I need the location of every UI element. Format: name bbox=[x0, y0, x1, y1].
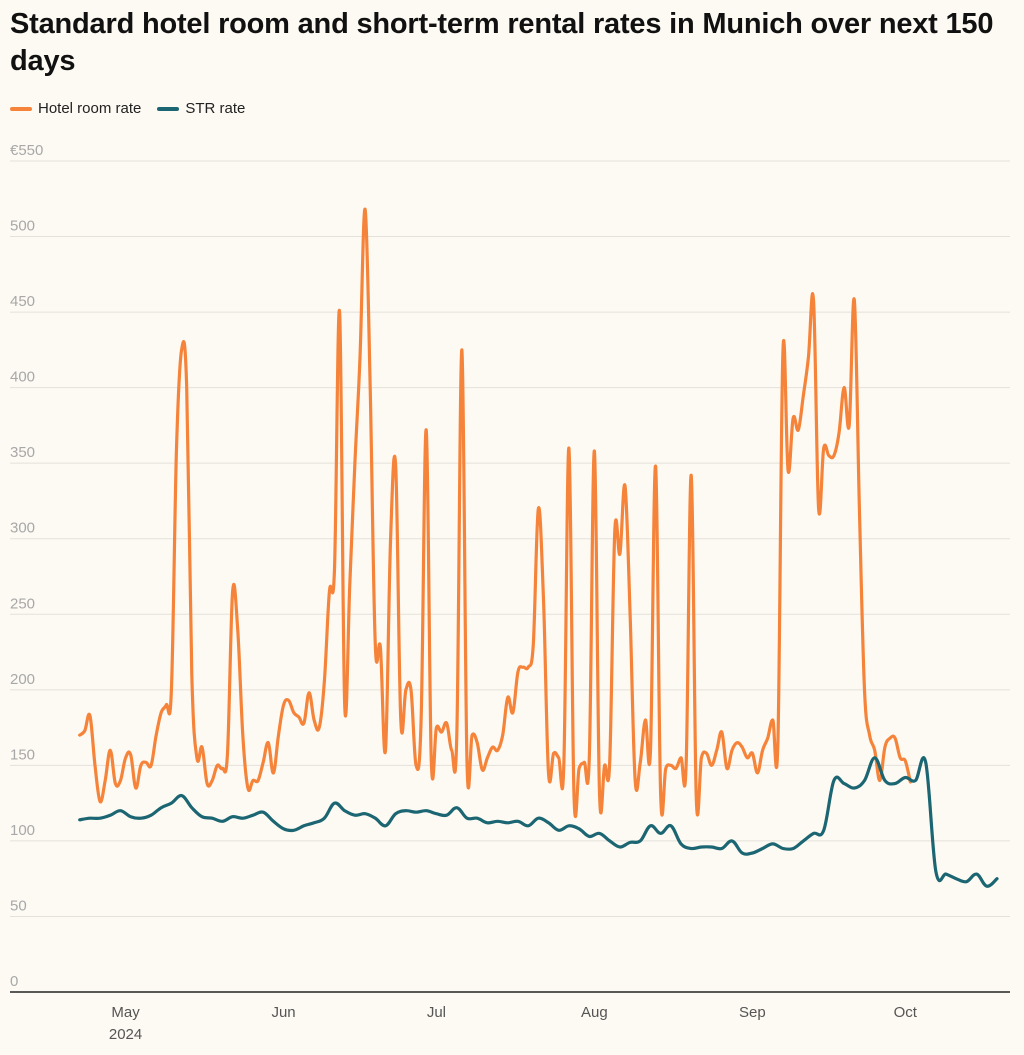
legend-item-str: STR rate bbox=[157, 100, 245, 117]
y-tick-label: €550 bbox=[10, 142, 43, 159]
x-tick-sublabel: 2024 bbox=[109, 1026, 142, 1043]
legend-label-str: STR rate bbox=[185, 100, 246, 117]
legend-swatch-str bbox=[157, 106, 180, 111]
y-tick-label: 250 bbox=[10, 595, 35, 612]
y-tick-label: 50 bbox=[10, 897, 27, 914]
legend-label-hotel: Hotel room rate bbox=[38, 100, 142, 117]
y-tick-label: 0 bbox=[10, 973, 18, 990]
y-tick-label: 150 bbox=[10, 746, 35, 763]
series-line-str bbox=[78, 756, 999, 888]
legend: Hotel room rate STR rate bbox=[10, 100, 245, 117]
x-tick-label: Oct bbox=[894, 1004, 918, 1021]
series-line-hotel bbox=[78, 207, 912, 819]
x-tick-label: Jun bbox=[271, 1004, 295, 1021]
chart-title: Standard hotel room and short-term renta… bbox=[10, 8, 994, 77]
x-tick-label: Sep bbox=[739, 1004, 766, 1021]
x-tick-label: Aug bbox=[581, 1004, 608, 1021]
legend-item-hotel: Hotel room rate bbox=[10, 100, 141, 117]
legend-swatch-hotel bbox=[10, 106, 32, 111]
y-tick-label: 300 bbox=[10, 520, 35, 537]
y-tick-label: 200 bbox=[10, 671, 35, 688]
y-tick-label: 500 bbox=[10, 218, 35, 235]
x-tick-label: Jul bbox=[427, 1004, 446, 1021]
y-tick-label: 100 bbox=[10, 822, 35, 839]
y-tick-label: 350 bbox=[10, 444, 35, 461]
y-tick-label: 400 bbox=[10, 369, 35, 386]
x-tick-label: May bbox=[111, 1004, 140, 1021]
y-tick-label: 450 bbox=[10, 293, 35, 310]
